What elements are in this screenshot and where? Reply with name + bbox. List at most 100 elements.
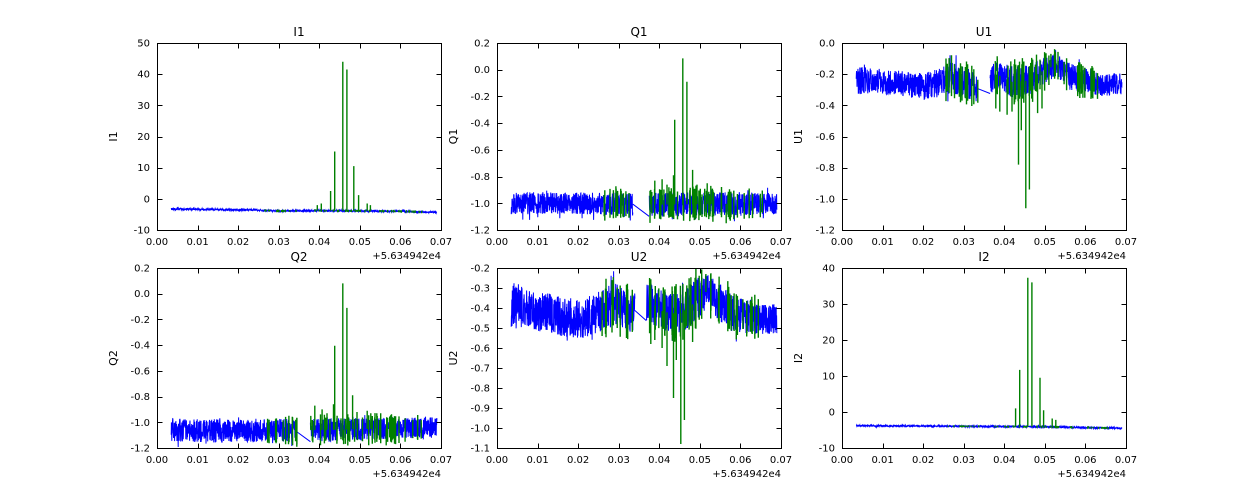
x-tick-label: 0.04 — [993, 237, 1015, 248]
y-tick-label: -1.1 — [470, 444, 490, 455]
flagged-trace-green — [603, 58, 763, 224]
y-tick-label: 0 — [829, 408, 835, 419]
axis-ticks — [842, 268, 1127, 449]
y-tick-label: -0.7 — [470, 364, 490, 375]
y-tick-label: -0.9 — [470, 404, 490, 415]
x-tick-label: 0.04 — [308, 455, 330, 466]
x-tick-label: 0.00 — [486, 455, 508, 466]
x-tick-label: 0.06 — [389, 237, 411, 248]
y-tick-label: -0.6 — [470, 145, 490, 156]
x-tick-label: 0.05 — [1034, 237, 1056, 248]
x-tick-label: 0.07 — [1115, 237, 1137, 248]
x-tick-label: 0.03 — [268, 237, 290, 248]
axes-frame — [157, 43, 442, 231]
subplot-title: U2 — [631, 250, 647, 264]
x-tick-label: 0.05 — [1034, 455, 1056, 466]
flagged-trace-green — [947, 277, 1109, 430]
x-axis-offset-label: +5.634942e4 — [372, 469, 441, 480]
x-axis-offset-label: +5.634942e4 — [372, 251, 441, 262]
x-tick-label: 0.00 — [146, 455, 168, 466]
x-tick-label: 0.05 — [689, 237, 711, 248]
subplot-title: I1 — [293, 25, 304, 39]
y-tick-label: -0.2 — [470, 264, 490, 275]
x-tick-label: 0.02 — [912, 237, 934, 248]
x-tick-label: 0.07 — [1115, 455, 1137, 466]
x-tick-label: 0.06 — [729, 237, 751, 248]
x-tick-label: 0.06 — [1074, 455, 1096, 466]
y-tick-label: -1.2 — [470, 226, 490, 237]
x-tick-label: 0.00 — [146, 237, 168, 248]
x-tick-label: 0.02 — [567, 455, 589, 466]
y-tick-label: 40 — [822, 264, 835, 275]
signal-trace-blue — [855, 423, 1123, 431]
y-tick-label: -0.4 — [470, 119, 490, 130]
axis-ticks — [157, 43, 442, 231]
x-tick-label: 0.02 — [227, 237, 249, 248]
y-tick-label: -0.6 — [130, 366, 150, 377]
y-tick-label: 10 — [822, 372, 835, 383]
y-tick-label: 0 — [144, 194, 150, 205]
x-axis-offset-label: +5.634942e4 — [1057, 251, 1126, 262]
axes-frame — [497, 268, 782, 449]
y-tick-label: 30 — [822, 300, 835, 311]
subplot-u2: 0.00 0.01 0.02 0.03 0.04 0.05 0.06 0.07 -0.2 -0.3… — [447, 250, 792, 480]
y-tick-label: -0.6 — [470, 344, 490, 355]
y-axis-label: I2 — [792, 353, 805, 363]
y-tick-label: -1.0 — [470, 424, 490, 435]
y-tick-label: -0.4 — [470, 304, 490, 315]
x-tick-label: 0.02 — [912, 455, 934, 466]
subplot-title: I2 — [978, 250, 989, 264]
x-tick-label: 0.04 — [993, 455, 1015, 466]
y-tick-label: 30 — [137, 101, 150, 112]
y-tick-label: -1.0 — [815, 194, 835, 205]
x-tick-label: 0.00 — [831, 455, 853, 466]
x-tick-label: 0.04 — [648, 455, 670, 466]
y-tick-label: -0.3 — [470, 284, 490, 295]
x-tick-label: 0.02 — [227, 455, 249, 466]
x-tick-label: 0.03 — [953, 237, 975, 248]
subplot-u1: 0.00 0.01 0.02 0.03 0.04 0.05 0.06 0.07 0.0 -0.2 -… — [792, 25, 1137, 262]
x-tick-label: 0.01 — [526, 237, 548, 248]
subplot-title: U1 — [976, 25, 992, 39]
x-tick-label: 0.04 — [308, 237, 330, 248]
x-tick-label: 0.05 — [349, 455, 371, 466]
y-axis-label: I1 — [107, 131, 120, 141]
x-tick-label: 0.06 — [389, 455, 411, 466]
y-axis-label: U1 — [792, 129, 805, 144]
x-tick-label: 0.03 — [268, 455, 290, 466]
y-tick-label: 0.0 — [474, 65, 490, 76]
y-tick-label: -10 — [134, 226, 150, 237]
y-tick-label: -10 — [819, 444, 835, 455]
y-tick-label: 0.2 — [134, 264, 150, 275]
subplot-q1: 0.00 0.01 0.02 0.03 0.04 0.05 0.06 0.07 0.2 0.0 -0… — [447, 25, 792, 262]
flagged-trace-green — [601, 268, 759, 444]
x-tick-label: 0.07 — [770, 237, 792, 248]
y-tick-label: 20 — [137, 132, 150, 143]
y-tick-label: 0.0 — [819, 39, 835, 50]
y-tick-label: 50 — [137, 39, 150, 50]
y-tick-label: -0.8 — [130, 392, 150, 403]
axes-frame — [842, 268, 1127, 449]
x-tick-label: 0.05 — [349, 237, 371, 248]
y-tick-label: 20 — [822, 336, 835, 347]
x-tick-label: 0.06 — [729, 455, 751, 466]
x-tick-label: 0.07 — [430, 237, 452, 248]
y-tick-label: -0.4 — [130, 341, 150, 352]
x-axis-offset-label: +5.634942e4 — [712, 469, 781, 480]
x-tick-label: 0.03 — [953, 455, 975, 466]
subplot-i2: 0.00 0.01 0.02 0.03 0.04 0.05 0.06 0.07 40 30 20 10… — [792, 250, 1137, 480]
x-tick-label: 0.07 — [770, 455, 792, 466]
x-tick-label: 0.04 — [648, 237, 670, 248]
axis-ticks — [497, 268, 782, 449]
x-tick-label: 0.06 — [1074, 237, 1096, 248]
y-tick-label: -0.6 — [815, 132, 835, 143]
y-tick-label: -0.2 — [470, 92, 490, 103]
subplot-title: Q1 — [630, 25, 647, 39]
y-tick-label: -0.5 — [470, 324, 490, 335]
y-axis-label: Q2 — [107, 350, 120, 366]
x-tick-label: 0.03 — [608, 455, 630, 466]
y-tick-label: -0.4 — [815, 101, 835, 112]
flagged-trace-green — [945, 49, 1099, 209]
